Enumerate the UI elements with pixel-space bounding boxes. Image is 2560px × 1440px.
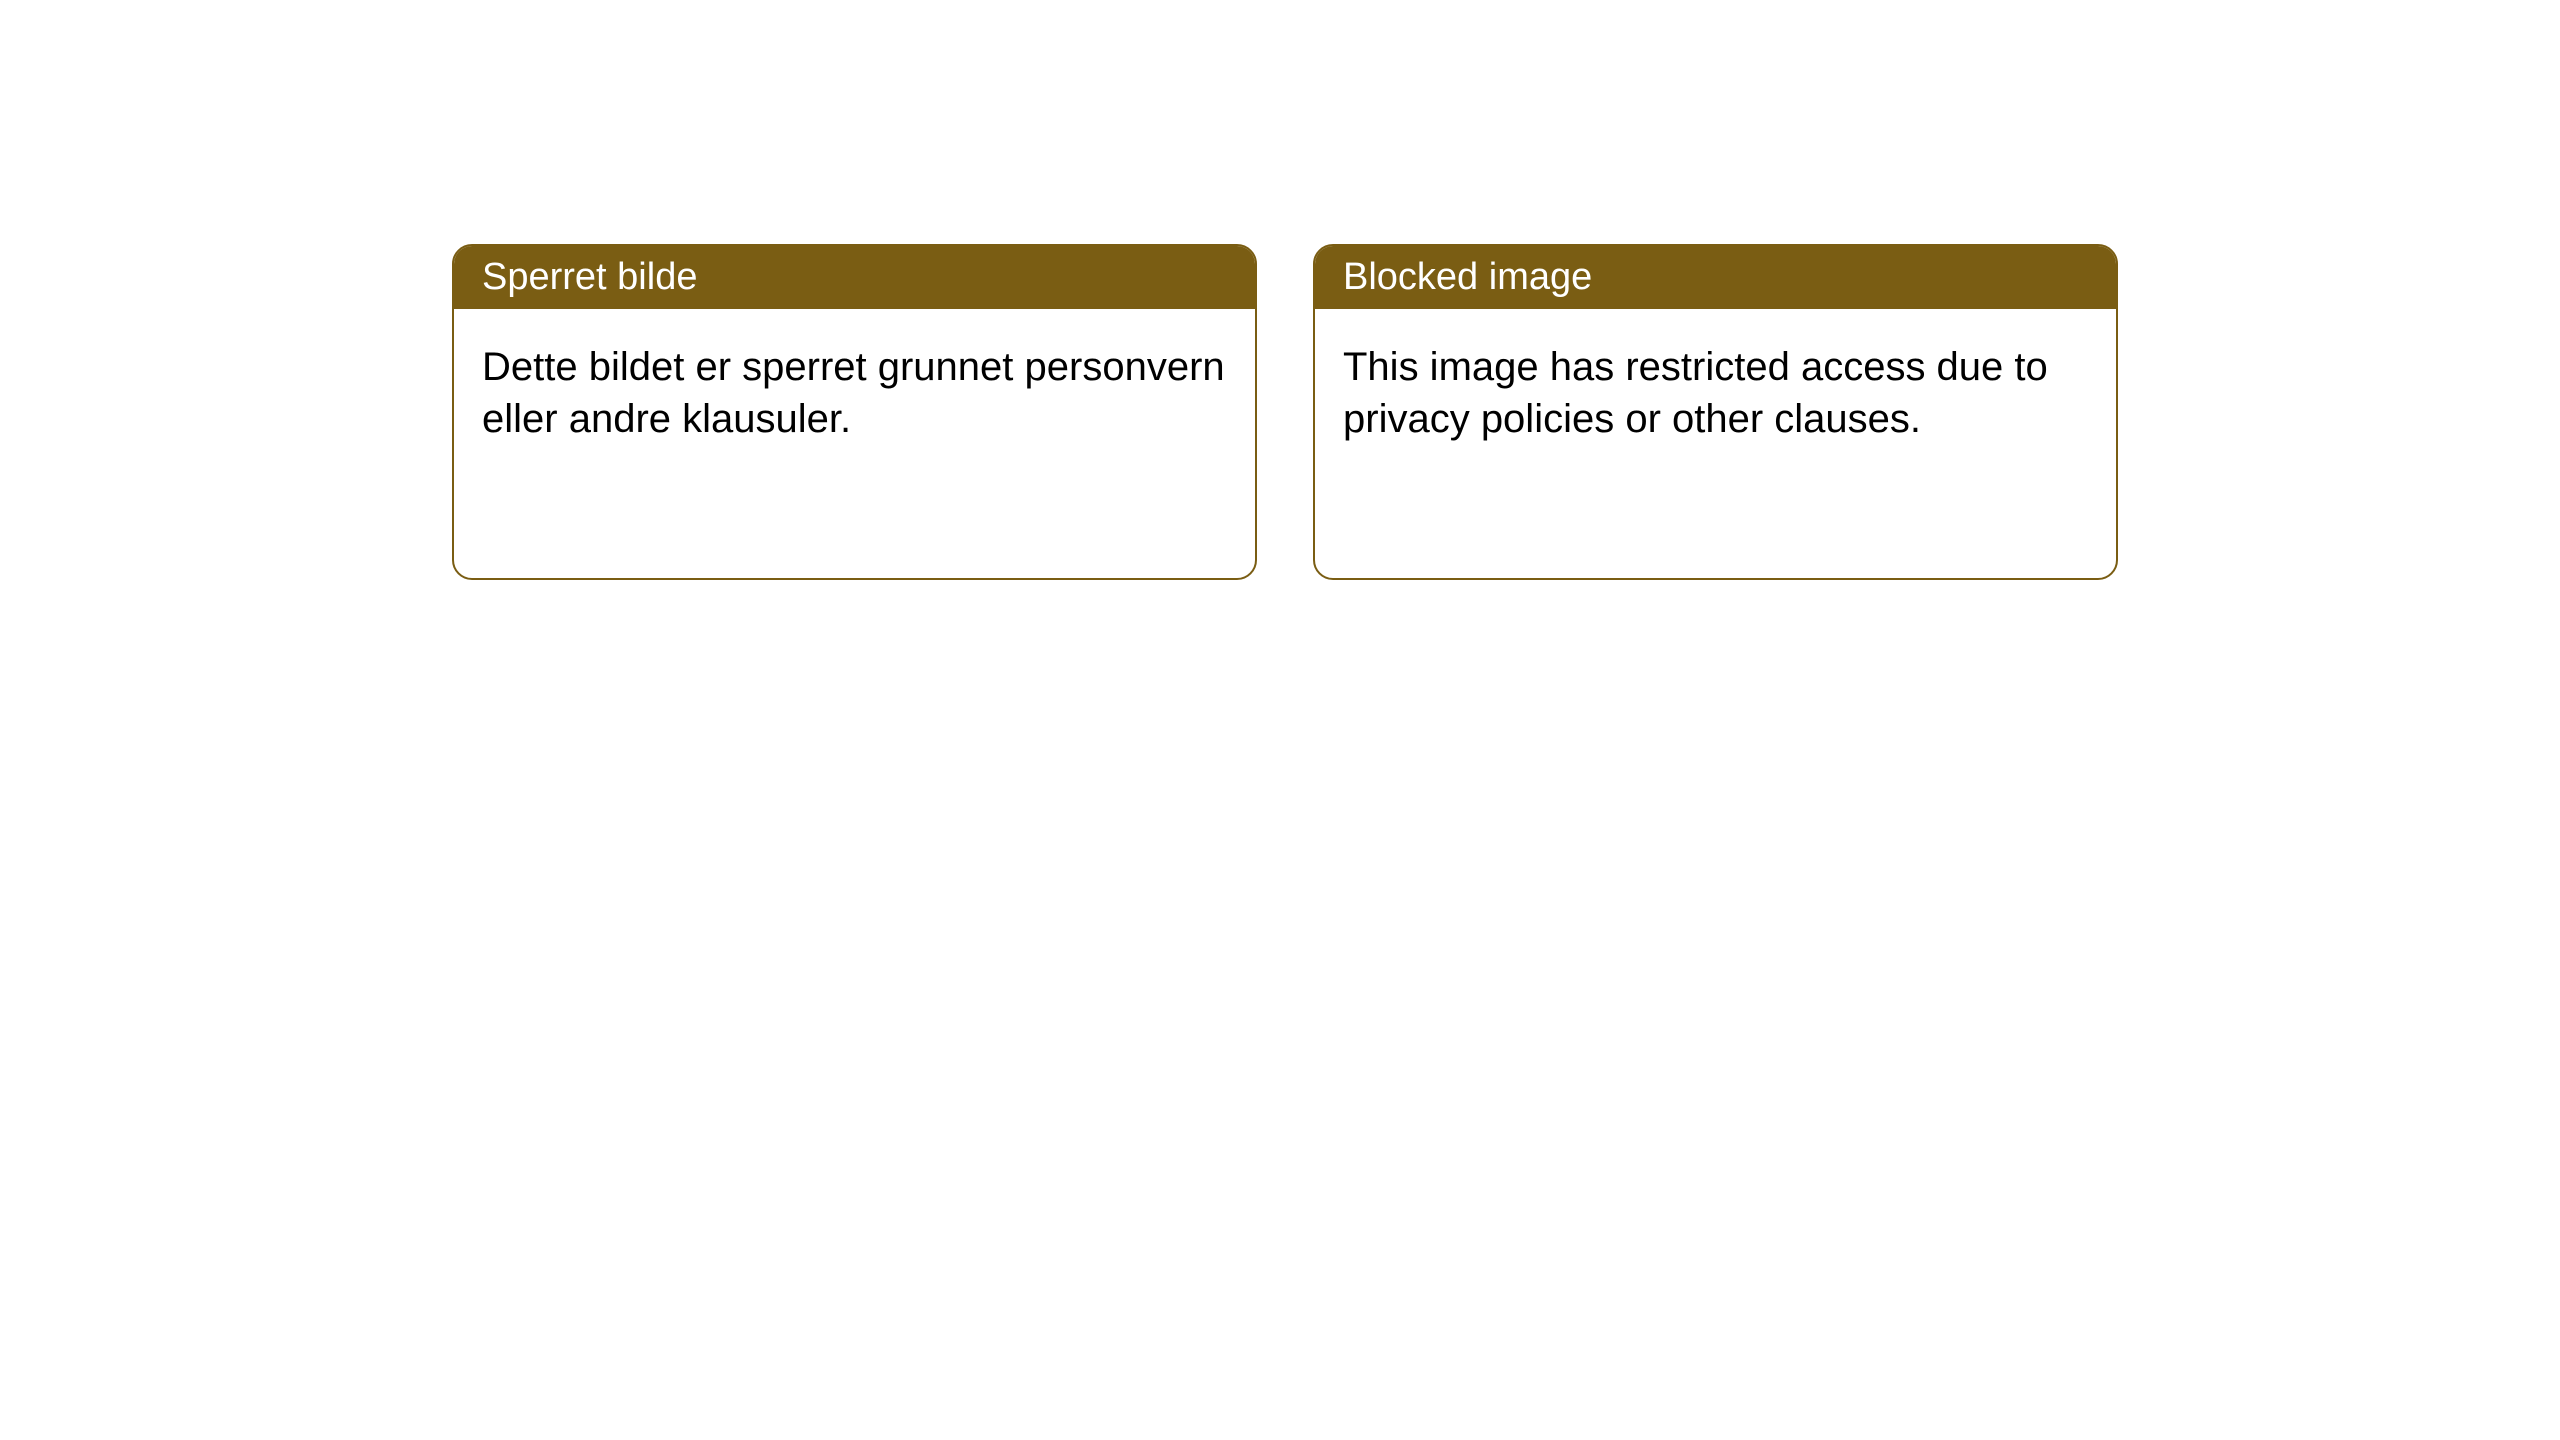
card-body: This image has restricted access due to … [1315, 309, 2116, 477]
notice-container: Sperret bilde Dette bildet er sperret gr… [452, 244, 2118, 580]
card-header: Blocked image [1315, 246, 2116, 309]
card-header: Sperret bilde [454, 246, 1255, 309]
card-body-text: This image has restricted access due to … [1343, 345, 2048, 441]
notice-card-norwegian: Sperret bilde Dette bildet er sperret gr… [452, 244, 1257, 580]
card-header-text: Sperret bilde [482, 256, 697, 298]
card-body: Dette bildet er sperret grunnet personve… [454, 309, 1255, 477]
card-body-text: Dette bildet er sperret grunnet personve… [482, 345, 1225, 441]
notice-card-english: Blocked image This image has restricted … [1313, 244, 2118, 580]
card-header-text: Blocked image [1343, 256, 1592, 298]
